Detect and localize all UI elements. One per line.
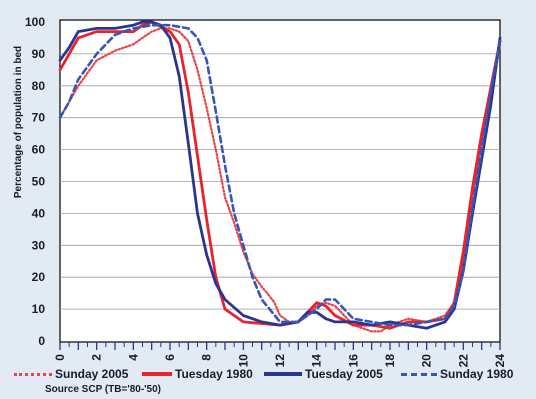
- y-tick-label-70: 70: [32, 111, 46, 125]
- y-tick-label-100: 100: [25, 15, 45, 29]
- y-tick-label-50: 50: [32, 175, 46, 189]
- grid-layer: [60, 53, 500, 310]
- source-note: Source SCP (TB='80-'50): [45, 384, 162, 395]
- x-tick-label-14: 14: [310, 354, 324, 368]
- x-tick-label-20: 20: [420, 354, 434, 368]
- y-tick-label-40: 40: [32, 206, 46, 220]
- legend-label-tuesday-2005: Tuesday 2005: [305, 367, 383, 381]
- plot-area: [59, 19, 501, 343]
- legend-swatch-sunday-2005: [14, 372, 52, 376]
- x-tick-label-24: 24: [493, 354, 507, 368]
- y-tick-label-60: 60: [32, 143, 46, 157]
- x-tick-label-10: 10: [236, 354, 250, 368]
- x-tick-label-12: 12: [273, 354, 287, 368]
- x-tick-label-16: 16: [346, 354, 360, 368]
- y-tick-label-30: 30: [32, 238, 46, 252]
- x-tick-label-22: 22: [456, 354, 470, 368]
- legend-label-sunday-2005: Sunday 2005: [55, 367, 129, 381]
- y-tick-label-10: 10: [32, 302, 46, 316]
- legend-item-tuesday-1980: Tuesday 1980: [142, 365, 253, 383]
- x-tick-label-0: 0: [53, 354, 67, 361]
- x-tick-label-4: 4: [126, 354, 140, 361]
- legend-swatch-tuesday-1980: [142, 372, 172, 376]
- y-tick-label-0: 0: [38, 334, 45, 348]
- legend-item-tuesday-2005: Tuesday 2005: [264, 365, 383, 383]
- legend: Sunday 2005 Tuesday 1980 Tuesday 2005 Su…: [14, 365, 534, 383]
- legend-swatch-sunday-1980: [401, 372, 437, 376]
- x-tick-label-8: 8: [200, 354, 214, 361]
- y-tick-label-20: 20: [32, 270, 46, 284]
- legend-label-tuesday-1980: Tuesday 1980: [175, 367, 253, 381]
- legend-item-sunday-1980: Sunday 1980: [401, 365, 513, 383]
- y-tick-label-80: 80: [32, 79, 46, 93]
- legend-label-sunday-1980: Sunday 1980: [440, 367, 514, 381]
- x-tick-label-2: 2: [90, 354, 104, 361]
- series-layer: [58, 20, 502, 333]
- legend-swatch-tuesday-2005: [264, 372, 302, 376]
- legend-item-sunday-2005: Sunday 2005: [14, 365, 128, 383]
- x-tick-label-6: 6: [163, 354, 177, 361]
- series-line-tuesday-2005: [58, 20, 502, 330]
- series-line-sunday-1980: [58, 23, 502, 327]
- y-tick-label-90: 90: [32, 47, 46, 61]
- x-tick-label-18: 18: [383, 354, 397, 368]
- y-axis-title: Percentage of population in bed: [13, 46, 24, 198]
